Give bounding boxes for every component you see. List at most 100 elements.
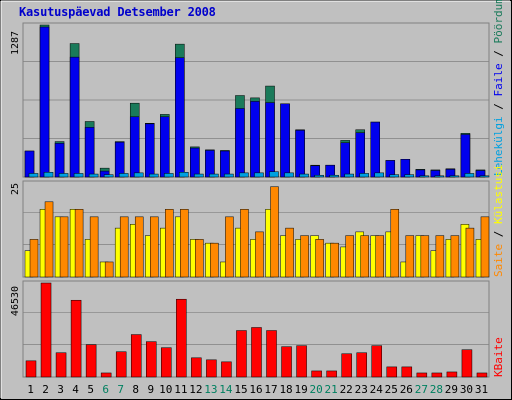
bar-leheklgi-12	[194, 173, 204, 178]
day-label-24: 24	[370, 383, 384, 396]
bar-kbaite-6	[100, 372, 112, 378]
bar-saite-6	[104, 261, 114, 278]
bar-kbaite-26	[401, 366, 413, 378]
bar-kbaite-22	[341, 353, 352, 378]
day-label-13: 13	[204, 383, 217, 396]
bar-leheklgi-11	[179, 172, 189, 178]
day-label-20: 20	[310, 383, 323, 396]
bar-leheklgi-8	[133, 172, 144, 178]
day-label-21: 21	[325, 383, 338, 396]
bar-leheklgi-31	[479, 175, 490, 178]
bar-saite-15	[240, 209, 249, 278]
bar-saite-23	[360, 235, 369, 278]
bar-kbaite-28	[431, 372, 443, 378]
bar-kbaite-11	[176, 298, 187, 378]
bar-leheklgi-10	[164, 173, 174, 178]
bar-saite-22	[345, 235, 354, 278]
bar-kbaite-13	[206, 359, 217, 378]
bar-saite-11	[180, 209, 189, 278]
bar-faile-18	[280, 103, 290, 178]
ymax-label-bottom: 46530	[10, 286, 21, 316]
bar-kbaite-30	[461, 349, 473, 378]
bar-saite-3	[59, 216, 69, 278]
bar-kbaite-12	[191, 357, 202, 378]
bar-saite-9	[150, 216, 159, 278]
bar-kbaite-21	[326, 370, 337, 378]
day-label-8: 8	[132, 383, 139, 396]
bar-saite-17	[270, 186, 279, 278]
bar-faile-12	[190, 147, 200, 178]
bar-leheklgi-7	[118, 173, 129, 178]
bar-kbaite-16	[251, 327, 262, 378]
ymax-label-middle: 25	[10, 183, 21, 195]
day-label-27: 27	[415, 383, 428, 396]
bar-kbaite-15	[236, 330, 247, 378]
bar-kbaite-24	[371, 345, 382, 378]
bar-faile-5	[84, 127, 95, 178]
day-label-2: 2	[42, 383, 49, 396]
bar-leheklgi-28	[434, 175, 445, 178]
bar-leheklgi-30	[464, 173, 475, 178]
bar-faile-3	[54, 143, 65, 178]
bar-kbaite-4	[70, 299, 82, 378]
day-label-29: 29	[445, 383, 458, 396]
bar-leheklgi-9	[149, 173, 159, 178]
bar-kbaite-7	[115, 351, 127, 378]
chart-title: Kasutuspäevad Detsember 2008	[19, 5, 216, 19]
bar-leheklgi-24	[374, 172, 384, 178]
bar-faile-7	[114, 141, 125, 178]
bar-saite-20	[315, 239, 324, 278]
day-label-26: 26	[400, 383, 413, 396]
bar-kbaite-27	[416, 372, 428, 378]
bar-kbaite-9	[146, 341, 157, 378]
bar-faile-24	[370, 121, 380, 178]
day-label-22: 22	[340, 383, 353, 396]
day-label-11: 11	[174, 383, 187, 396]
bar-leheklgi-25	[389, 174, 400, 178]
legend-middle: Saite / Külastusi	[492, 164, 505, 277]
bar-leheklgi-19	[299, 173, 309, 178]
bar-leheklgi-27	[419, 175, 430, 178]
bar-kbaite-8	[130, 334, 142, 378]
bar-saite-30	[465, 227, 475, 278]
bar-leheklgi-22	[344, 173, 354, 178]
bar-leheklgi-26	[404, 174, 415, 178]
day-label-25: 25	[385, 383, 398, 396]
bar-faile-4	[69, 56, 80, 178]
bar-leheklgi-5	[88, 173, 99, 178]
bar-saite-26	[405, 235, 415, 278]
bar-saite-2	[44, 201, 54, 278]
bar-faile-8	[129, 116, 140, 178]
bar-kbaite-29	[446, 371, 458, 378]
bar-leheklgi-14	[224, 173, 234, 178]
day-label-3: 3	[57, 383, 64, 396]
day-label-1: 1	[27, 383, 34, 396]
bar-saite-10	[165, 209, 174, 278]
bar-saite-7	[119, 216, 129, 278]
bar-faile-26	[400, 159, 411, 178]
bar-faile-23	[355, 132, 365, 178]
bar-leheklgi-18	[284, 172, 294, 178]
bar-saite-1	[29, 239, 39, 278]
bar-kbaite-25	[386, 366, 398, 378]
bar-faile-15	[235, 108, 245, 178]
day-label-30: 30	[460, 383, 473, 396]
bar-saite-28	[435, 235, 445, 278]
bar-saite-13	[210, 242, 219, 278]
legend-top: Lehekülgi / Faile / Pöördumisi	[492, 0, 505, 176]
bar-kbaite-1	[25, 360, 37, 378]
bar-saite-8	[134, 216, 144, 278]
bar-saite-25	[390, 209, 400, 278]
bar-kbaite-3	[55, 352, 67, 378]
day-label-23: 23	[355, 383, 368, 396]
bar-faile-10	[160, 116, 170, 178]
day-label-19: 19	[294, 383, 307, 396]
day-label-7: 7	[117, 383, 124, 396]
bar-faile-14	[220, 150, 230, 178]
bar-kbaite-18	[281, 346, 292, 378]
bar-saite-12	[195, 239, 204, 278]
day-label-6: 6	[102, 383, 109, 396]
bar-faile-22	[340, 142, 350, 178]
bar-faile-2	[39, 26, 50, 178]
